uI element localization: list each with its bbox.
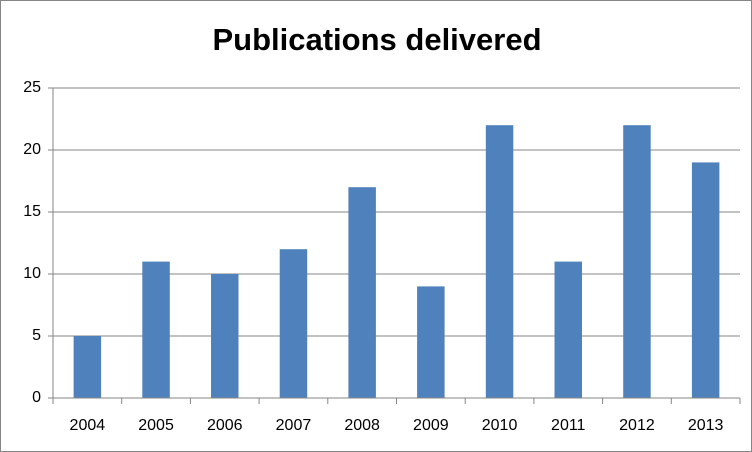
x-tick-label: 2012: [619, 417, 655, 434]
y-tick-label: 10: [23, 265, 41, 282]
x-tick-label: 2009: [413, 417, 449, 434]
x-tick-label: 2010: [482, 417, 518, 434]
x-tick-label: 2004: [70, 417, 106, 434]
bar: [73, 336, 102, 398]
bar: [485, 125, 514, 398]
y-tick-label: 15: [23, 203, 41, 220]
y-tick-label: 20: [23, 141, 41, 158]
bar: [554, 261, 582, 398]
bar: [623, 125, 651, 398]
x-tick-label: 2008: [344, 417, 380, 434]
bar: [417, 286, 445, 398]
bar: [279, 249, 308, 398]
x-tick-label: 2007: [276, 417, 312, 434]
bar: [211, 274, 239, 398]
y-tick-label: 5: [32, 327, 41, 344]
y-tick-label: 25: [23, 79, 41, 96]
x-tick-label: 2006: [207, 417, 243, 434]
bar: [691, 162, 720, 398]
bar: [142, 261, 170, 398]
bar: [348, 187, 376, 398]
x-tick-label: 2005: [138, 417, 174, 434]
x-tick-label: 2011: [551, 417, 586, 434]
chart-title: Publications delivered: [212, 22, 541, 57]
x-tick-label: 2013: [688, 417, 724, 434]
y-tick-label: 0: [32, 389, 41, 406]
